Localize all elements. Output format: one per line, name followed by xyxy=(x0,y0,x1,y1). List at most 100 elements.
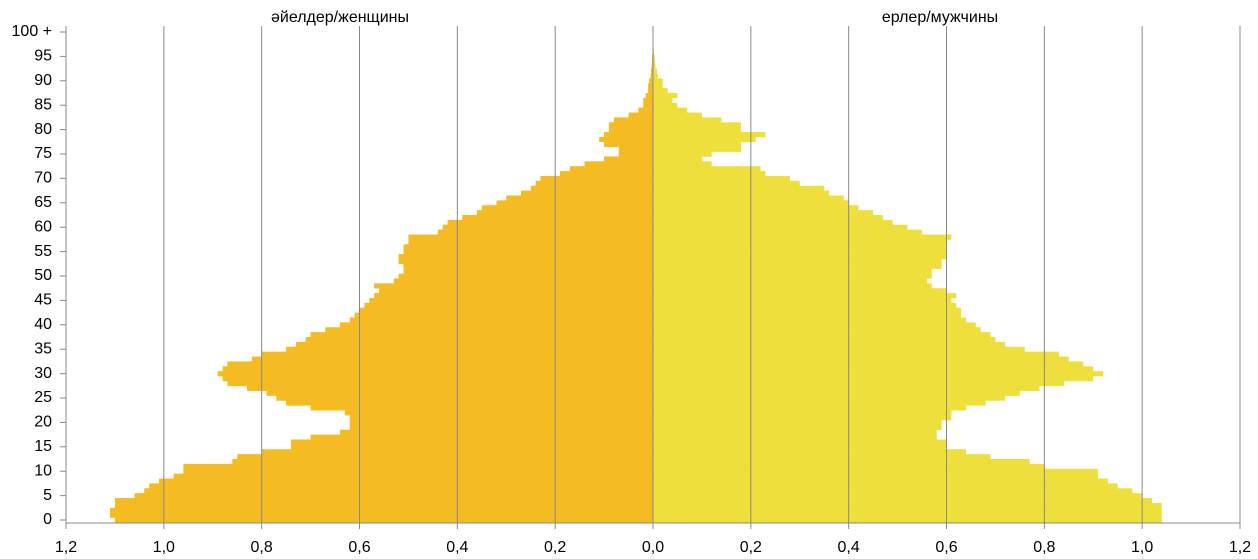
bar xyxy=(645,93,653,99)
x-tick-label: 0,4 xyxy=(838,539,860,556)
bar xyxy=(653,175,790,182)
bar xyxy=(653,302,957,309)
bar xyxy=(286,400,653,406)
bar xyxy=(344,410,653,416)
bar xyxy=(653,371,1104,377)
bar xyxy=(653,405,967,411)
bar xyxy=(173,473,653,479)
y-tick-label: 55 xyxy=(34,243,52,260)
bar xyxy=(653,468,1099,474)
bar xyxy=(222,376,654,382)
bar xyxy=(653,385,1040,391)
bar xyxy=(349,424,653,431)
bar xyxy=(653,512,1162,518)
bar xyxy=(325,327,653,333)
bar xyxy=(379,288,653,294)
y-tick-label: 10 xyxy=(34,462,52,479)
bar xyxy=(653,507,1162,513)
y-tick-label: 80 xyxy=(34,121,52,138)
x-tick-label: 0,8 xyxy=(251,539,273,556)
bar xyxy=(653,439,947,445)
bar xyxy=(653,419,942,426)
bar xyxy=(114,498,653,504)
x-tick-label: 1,0 xyxy=(1131,539,1153,556)
bar xyxy=(408,234,653,240)
bar xyxy=(653,493,1143,499)
bar xyxy=(310,434,653,440)
bar xyxy=(339,429,653,435)
y-tick-label: 20 xyxy=(34,414,52,431)
bar xyxy=(403,249,653,255)
bar xyxy=(653,293,957,299)
bar xyxy=(653,478,1108,484)
bar xyxy=(653,449,967,455)
bar xyxy=(653,278,927,284)
bar xyxy=(653,434,937,440)
y-tick-label: 90 xyxy=(34,72,52,89)
bar xyxy=(608,127,653,133)
bar xyxy=(462,215,653,221)
bar xyxy=(134,493,653,499)
bar xyxy=(476,210,653,216)
bar xyxy=(653,78,663,84)
y-tick-label: 35 xyxy=(34,340,52,357)
x-tick-label: 0,6 xyxy=(348,539,370,556)
side-label: ерлер/мужчины xyxy=(882,9,998,26)
bar xyxy=(653,122,742,128)
bar xyxy=(403,263,653,269)
bar xyxy=(374,283,653,289)
bar xyxy=(266,390,653,396)
bar xyxy=(653,327,981,333)
bar xyxy=(653,273,932,279)
bar xyxy=(653,249,947,255)
bar xyxy=(653,229,923,235)
bar xyxy=(653,112,702,118)
bar xyxy=(222,366,654,372)
bar xyxy=(227,380,654,387)
bar xyxy=(650,73,653,79)
bar xyxy=(653,288,947,294)
bar xyxy=(653,195,844,201)
bar xyxy=(653,459,1030,465)
bar xyxy=(447,219,653,226)
bar xyxy=(291,439,653,445)
bar xyxy=(653,351,1060,357)
bar xyxy=(653,376,1094,382)
bar xyxy=(110,507,653,513)
bar xyxy=(653,190,830,196)
bar xyxy=(649,78,653,84)
bar xyxy=(653,429,937,435)
bar xyxy=(653,97,673,104)
bar xyxy=(408,239,653,245)
bar xyxy=(599,136,653,143)
bar xyxy=(653,346,1025,352)
y-tick-label: 30 xyxy=(34,365,52,382)
bar xyxy=(653,317,967,323)
bar xyxy=(653,341,1006,348)
bar xyxy=(310,332,653,338)
bar xyxy=(653,322,976,328)
bar xyxy=(237,454,654,460)
bar xyxy=(354,312,653,318)
x-tick-label: 1,2 xyxy=(55,539,77,556)
bar xyxy=(149,483,654,489)
bar xyxy=(653,88,668,94)
bar xyxy=(442,224,653,230)
bar xyxy=(653,268,932,274)
bar xyxy=(628,112,653,118)
bar xyxy=(653,395,1006,401)
side-label: әйелдер/женщины xyxy=(271,9,409,26)
y-tick-label: 15 xyxy=(34,438,52,455)
bar xyxy=(653,498,1152,504)
bar xyxy=(227,361,654,367)
bar xyxy=(481,205,653,211)
bar xyxy=(653,68,657,74)
bar xyxy=(653,454,991,460)
bar xyxy=(520,190,653,196)
bar xyxy=(349,419,653,426)
bar xyxy=(653,219,893,226)
bar xyxy=(653,332,991,338)
bar xyxy=(364,302,653,309)
bar xyxy=(144,488,653,494)
